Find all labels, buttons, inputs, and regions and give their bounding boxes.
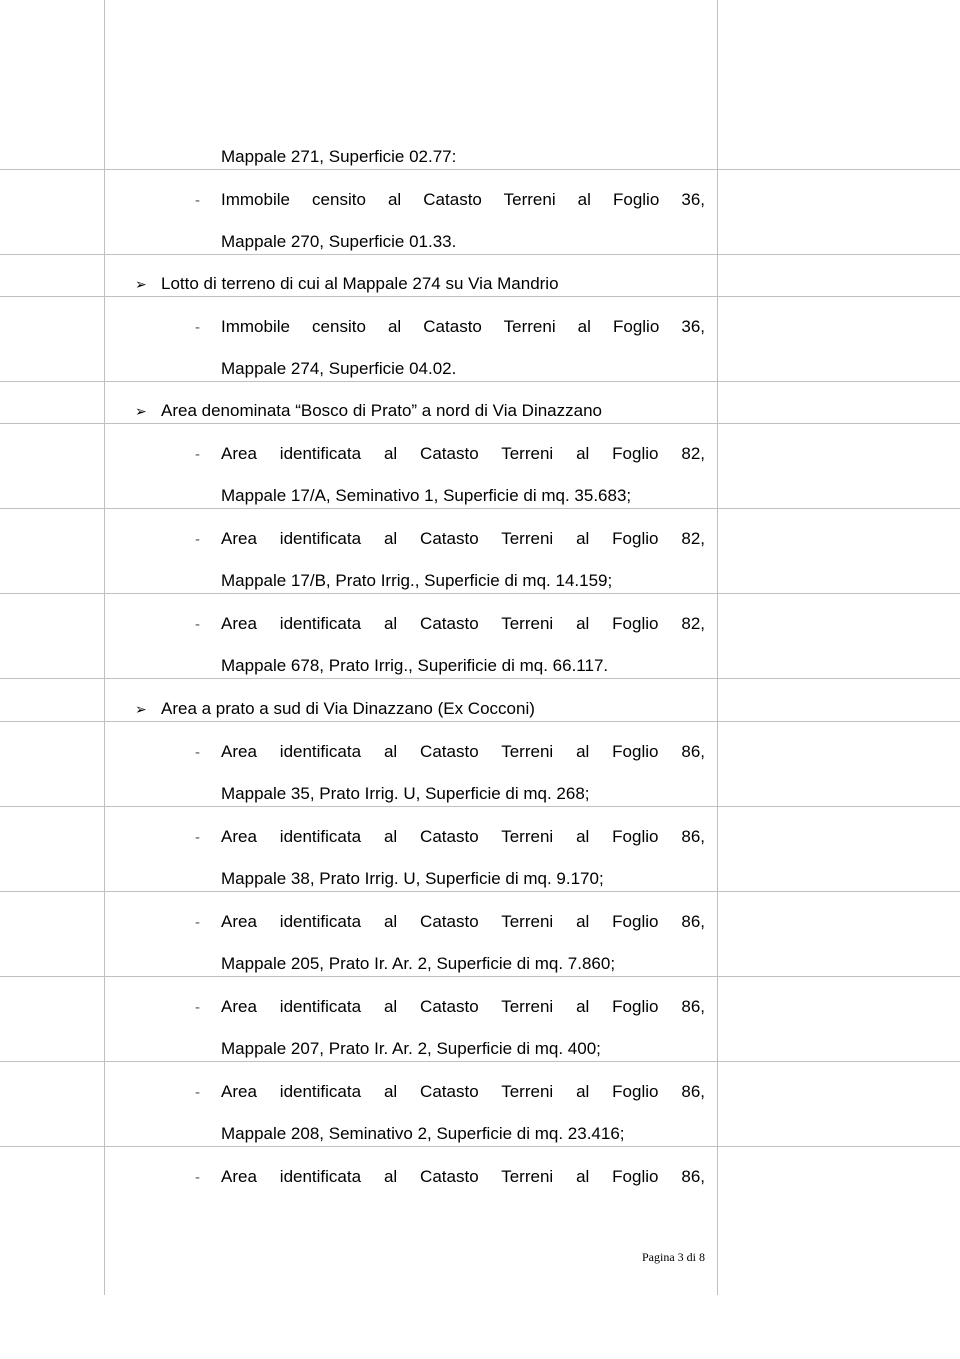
body-text: Mappale 17/A, Seminativo 1, Superficie d… bbox=[221, 486, 705, 506]
body-text: Area identificata al Catasto Terreni al … bbox=[221, 614, 705, 634]
page-container: Mappale 271, Superficie 02.77: - Immobil… bbox=[0, 0, 960, 1359]
body-text: Mappale 271, Superficie 02.77: bbox=[221, 147, 705, 167]
horizontal-rule bbox=[0, 423, 717, 424]
horizontal-rule bbox=[0, 891, 717, 892]
horizontal-rule-right bbox=[717, 508, 960, 509]
body-text: Area identificata al Catasto Terreni al … bbox=[221, 529, 705, 549]
horizontal-rule-right bbox=[717, 806, 960, 807]
body-text: Area identificata al Catasto Terreni al … bbox=[221, 1167, 705, 1187]
dash-bullet-icon: - bbox=[195, 999, 200, 1016]
horizontal-rule bbox=[0, 593, 717, 594]
horizontal-rule-right bbox=[717, 976, 960, 977]
horizontal-rule bbox=[0, 1061, 717, 1062]
horizontal-rule bbox=[0, 806, 717, 807]
horizontal-rule bbox=[0, 254, 717, 255]
body-text: Lotto di terreno di cui al Mappale 274 s… bbox=[161, 274, 705, 294]
dash-bullet-icon: - bbox=[195, 914, 200, 931]
vertical-rule-left bbox=[104, 0, 105, 1295]
body-text: Area identificata al Catasto Terreni al … bbox=[221, 912, 705, 932]
horizontal-rule bbox=[0, 296, 717, 297]
horizontal-rule-right bbox=[717, 169, 960, 170]
body-text: Mappale 274, Superficie 04.02. bbox=[221, 359, 705, 379]
body-text: Mappale 17/B, Prato Irrig., Superficie d… bbox=[221, 571, 705, 591]
body-text: Area identificata al Catasto Terreni al … bbox=[221, 444, 705, 464]
dash-bullet-icon: - bbox=[195, 531, 200, 548]
body-text: Immobile censito al Catasto Terreni al F… bbox=[221, 190, 705, 210]
body-text: Mappale 207, Prato Ir. Ar. 2, Superficie… bbox=[221, 1039, 705, 1059]
horizontal-rule-right bbox=[717, 1146, 960, 1147]
dash-bullet-icon: - bbox=[195, 616, 200, 633]
body-text: Area identificata al Catasto Terreni al … bbox=[221, 997, 705, 1017]
horizontal-rule bbox=[0, 1146, 717, 1147]
horizontal-rule-right bbox=[717, 296, 960, 297]
body-text: Mappale 35, Prato Irrig. U, Superficie d… bbox=[221, 784, 705, 804]
page-footer: Pagina 3 di 8 bbox=[0, 1250, 705, 1265]
horizontal-rule bbox=[0, 381, 717, 382]
horizontal-rule-right bbox=[717, 423, 960, 424]
body-text: Area a prato a sud di Via Dinazzano (Ex … bbox=[161, 699, 705, 719]
horizontal-rule bbox=[0, 508, 717, 509]
dash-bullet-icon: - bbox=[195, 1169, 200, 1186]
body-text: Area identificata al Catasto Terreni al … bbox=[221, 1082, 705, 1102]
arrow-bullet-icon: ➢ bbox=[135, 276, 147, 293]
horizontal-rule bbox=[0, 721, 717, 722]
horizontal-rule-right bbox=[717, 891, 960, 892]
horizontal-rule bbox=[0, 169, 717, 170]
horizontal-rule-right bbox=[717, 678, 960, 679]
body-text: Mappale 270, Superficie 01.33. bbox=[221, 232, 705, 252]
body-text: Area denominata “Bosco di Prato” a nord … bbox=[161, 401, 705, 421]
dash-bullet-icon: - bbox=[195, 319, 200, 336]
body-text: Mappale 205, Prato Ir. Ar. 2, Superficie… bbox=[221, 954, 705, 974]
body-text: Area identificata al Catasto Terreni al … bbox=[221, 827, 705, 847]
horizontal-rule bbox=[0, 678, 717, 679]
dash-bullet-icon: - bbox=[195, 829, 200, 846]
horizontal-rule-right bbox=[717, 593, 960, 594]
body-text: Mappale 38, Prato Irrig. U, Superficie d… bbox=[221, 869, 705, 889]
body-text: Mappale 208, Seminativo 2, Superficie di… bbox=[221, 1124, 705, 1144]
dash-bullet-icon: - bbox=[195, 446, 200, 463]
dash-bullet-icon: - bbox=[195, 1084, 200, 1101]
arrow-bullet-icon: ➢ bbox=[135, 403, 147, 420]
horizontal-rule-right bbox=[717, 1061, 960, 1062]
dash-bullet-icon: - bbox=[195, 744, 200, 761]
body-text: Immobile censito al Catasto Terreni al F… bbox=[221, 317, 705, 337]
horizontal-rule-right bbox=[717, 254, 960, 255]
horizontal-rule-right bbox=[717, 381, 960, 382]
body-text: Mappale 678, Prato Irrig., Superificie d… bbox=[221, 656, 705, 676]
horizontal-rule bbox=[0, 976, 717, 977]
horizontal-rule-right bbox=[717, 721, 960, 722]
body-text: Area identificata al Catasto Terreni al … bbox=[221, 742, 705, 762]
vertical-rule-right bbox=[717, 0, 718, 1295]
dash-bullet-icon: - bbox=[195, 192, 200, 209]
arrow-bullet-icon: ➢ bbox=[135, 701, 147, 718]
